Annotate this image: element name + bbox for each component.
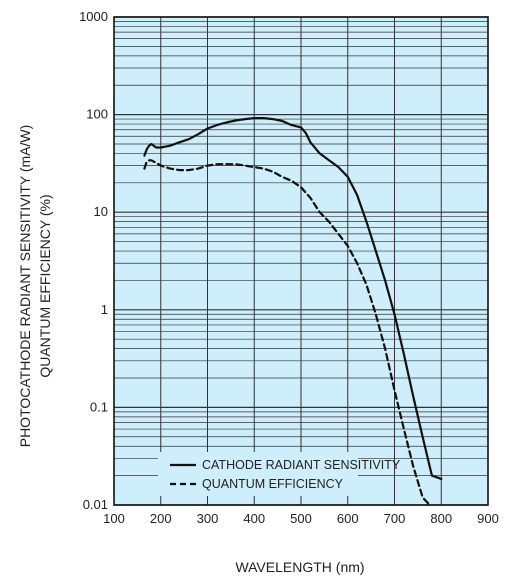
y-tick-label: 1 xyxy=(101,302,108,317)
x-tick-label: 500 xyxy=(290,511,312,526)
x-axis-ticks: 100 200 300 400 500 600 700 800 900 xyxy=(103,511,499,526)
y-tick-label: 100 xyxy=(86,107,108,122)
y-tick-label: 10 xyxy=(94,204,108,219)
legend: CATHODE RADIANT SENSITIVITY QUANTUM EFFI… xyxy=(158,452,401,496)
y-tick-label: 0.01 xyxy=(83,497,108,512)
x-tick-label: 200 xyxy=(150,511,172,526)
y-tick-label: 0.1 xyxy=(90,399,108,414)
x-tick-label: 600 xyxy=(337,511,359,526)
x-tick-label: 900 xyxy=(477,511,499,526)
x-tick-label: 400 xyxy=(243,511,265,526)
legend-box xyxy=(158,452,358,496)
x-tick-label: 800 xyxy=(430,511,452,526)
legend-label-cathode-radiant-sensitivity: CATHODE RADIANT SENSITIVITY xyxy=(202,458,401,472)
y-axis-title-line-1: PHOTOCATHODE RADIANT SENSITIVITY (mA/W) xyxy=(17,125,33,448)
y-axis-title-line-2: QUANTUM EFFICIENCY (%) xyxy=(37,194,53,377)
series-layer xyxy=(143,116,443,507)
series-line-cathode-radiant-sensitivity xyxy=(143,116,443,480)
x-tick-label: 300 xyxy=(197,511,219,526)
x-axis-title: WAVELENGTH (nm) xyxy=(235,559,364,575)
y-tick-label: 1000 xyxy=(79,9,108,24)
legend-label-quantum-efficiency: QUANTUM EFFICIENCY xyxy=(202,477,344,491)
x-tick-label: 700 xyxy=(384,511,406,526)
y-axis-ticks: 0.01 0.1 1 10 100 1000 xyxy=(79,9,108,512)
plot-frame xyxy=(113,16,489,506)
x-tick-label: 100 xyxy=(103,511,125,526)
series-line-quantum-efficiency xyxy=(143,159,431,507)
